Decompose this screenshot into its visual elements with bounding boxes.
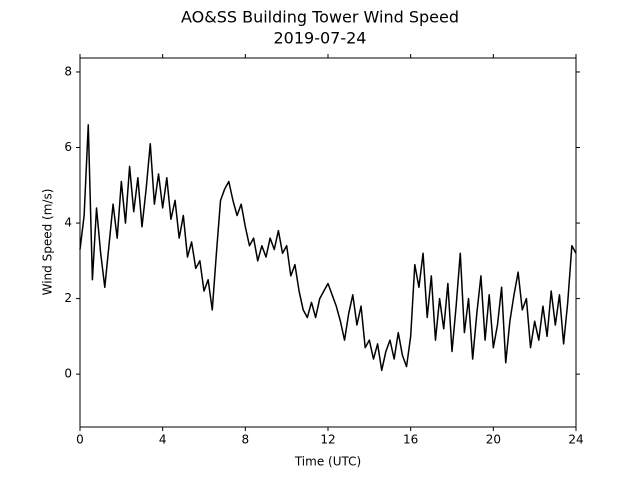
y-tick-label: 2 — [64, 291, 72, 305]
chart-subtitle: 2019-07-24 — [274, 29, 367, 48]
data-line — [79, 124, 577, 372]
y-tick-label: 6 — [64, 140, 72, 154]
chart-title: AO&SS Building Tower Wind Speed — [181, 8, 459, 27]
y-tick-label: 4 — [64, 216, 72, 230]
y-tick-label: 0 — [64, 367, 72, 381]
x-tick-label: 0 — [76, 433, 84, 447]
x-tick-label: 16 — [403, 433, 418, 447]
x-axis-label: Time (UTC) — [294, 455, 361, 469]
x-tick-label: 24 — [568, 433, 583, 447]
plot-frame — [79, 57, 577, 428]
x-tick-label: 8 — [242, 433, 250, 447]
x-tick-label: 12 — [320, 433, 335, 447]
x-tick-label: 4 — [159, 433, 167, 447]
y-tick-label: 8 — [64, 64, 72, 78]
x-tick-label: 20 — [486, 433, 501, 447]
y-axis-label: Wind Speed (m/s) — [41, 189, 55, 296]
